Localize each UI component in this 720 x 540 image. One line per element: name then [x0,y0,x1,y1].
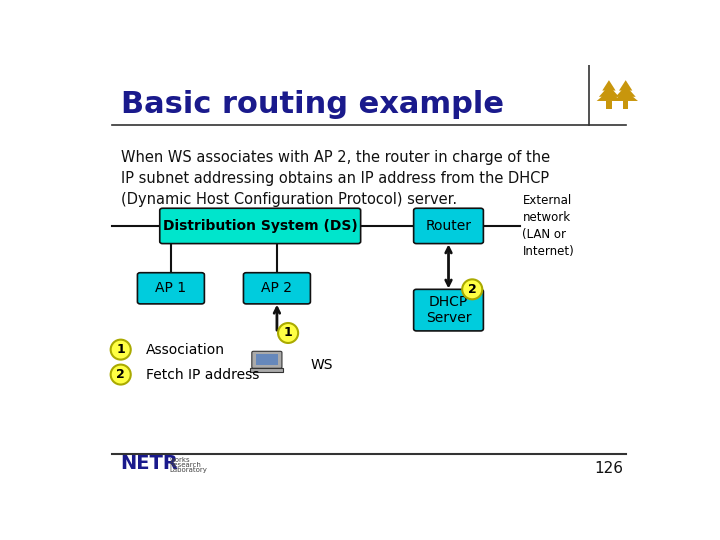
Text: 1: 1 [117,343,125,356]
FancyBboxPatch shape [243,273,310,304]
FancyBboxPatch shape [413,289,483,331]
Polygon shape [619,80,632,91]
Text: NETR: NETR [121,455,179,474]
Text: Laboratory: Laboratory [169,467,207,473]
Text: 2: 2 [468,283,477,296]
Polygon shape [599,85,619,97]
Text: Research: Research [169,462,201,468]
Text: AP 1: AP 1 [156,281,186,295]
Bar [606,101,612,109]
Polygon shape [616,85,636,97]
FancyBboxPatch shape [160,208,361,244]
Polygon shape [613,91,638,101]
Text: Router: Router [426,219,472,233]
Text: Basic routing example: Basic routing example [121,90,504,119]
FancyBboxPatch shape [252,352,282,368]
Text: When WS associates with AP 2, the router in charge of the
IP subnet addressing o: When WS associates with AP 2, the router… [121,150,550,207]
Bar [623,101,629,109]
Text: External
network
(LAN or
Internet): External network (LAN or Internet) [523,194,575,258]
Text: Association: Association [145,342,225,356]
Text: 1: 1 [284,327,292,340]
Polygon shape [597,91,621,101]
Ellipse shape [111,340,131,360]
Text: Fetch IP address: Fetch IP address [145,368,259,382]
Text: WS: WS [310,358,333,372]
FancyBboxPatch shape [413,208,483,244]
Text: AP 2: AP 2 [261,281,292,295]
FancyBboxPatch shape [256,354,278,366]
Text: 126: 126 [594,461,623,476]
Text: works: works [169,457,190,463]
Polygon shape [602,80,616,91]
Ellipse shape [462,279,482,299]
Ellipse shape [111,364,131,384]
Text: Distribution System (DS): Distribution System (DS) [163,219,358,233]
Text: 2: 2 [117,368,125,381]
FancyBboxPatch shape [138,273,204,304]
Ellipse shape [278,323,298,343]
Bar [250,368,282,373]
Text: DHCP
Server: DHCP Server [426,295,472,325]
